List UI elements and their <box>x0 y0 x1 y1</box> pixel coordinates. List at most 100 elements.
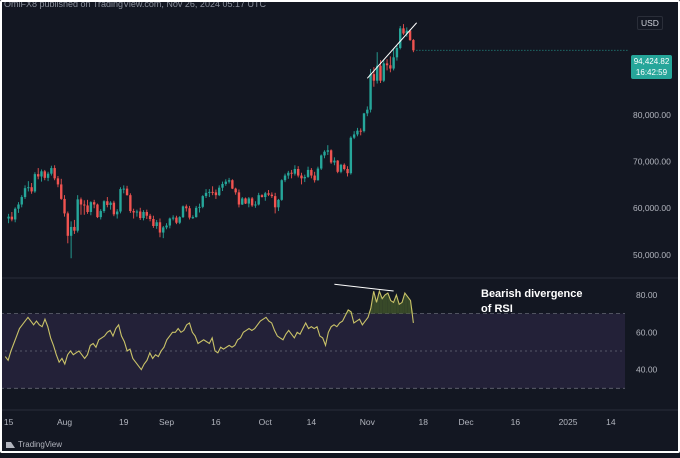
time-axis-tick-label: 19 <box>119 417 129 427</box>
candle-body <box>181 206 185 218</box>
candle-body <box>339 164 343 172</box>
candle-body <box>37 174 40 177</box>
candle-body <box>155 222 158 227</box>
time-axis-tick-label: 18 <box>419 417 429 427</box>
candle-body <box>356 130 359 135</box>
candle-body <box>99 211 102 218</box>
candle-body <box>260 195 264 198</box>
candle-body <box>326 150 330 152</box>
candle-body <box>395 47 399 58</box>
rsi-trendline <box>334 283 394 292</box>
price-axis-tick-label: 80,000.00 <box>633 110 671 120</box>
candle-body <box>122 188 125 190</box>
rsi-overbought-fill <box>373 291 377 314</box>
candle-body <box>46 173 50 178</box>
bar-countdown: 16:42:59 <box>635 68 668 77</box>
candle-body <box>379 65 382 81</box>
candle-body <box>293 168 297 174</box>
candle-body <box>343 164 346 169</box>
candle-body <box>139 211 142 219</box>
rsi-axis-tick-label: 80.00 <box>636 290 658 300</box>
candle-body <box>405 30 408 34</box>
candle-body <box>412 40 415 51</box>
candle-body <box>333 160 336 163</box>
price-trendline <box>366 22 418 79</box>
candle-body <box>112 202 116 215</box>
candle-body <box>178 217 181 223</box>
candle-body <box>188 208 191 218</box>
candle-body <box>20 197 23 205</box>
time-axis-tick-label: Aug <box>57 417 72 427</box>
candle-body <box>346 168 349 174</box>
candle-body <box>231 180 234 189</box>
rsi-overbought-fill <box>404 293 408 314</box>
candle-body <box>227 180 231 182</box>
rsi-overbought-fill <box>387 293 391 314</box>
candle-body <box>270 194 274 197</box>
candle-body <box>109 202 112 205</box>
candle-body <box>204 192 208 197</box>
candle-body <box>148 215 152 219</box>
candle-body <box>273 196 277 208</box>
time-axis-tick-label: Nov <box>360 417 376 427</box>
candle-body <box>175 217 178 223</box>
candle-body <box>320 155 323 169</box>
candle-body <box>352 134 356 138</box>
candle-body <box>359 130 362 132</box>
candle-body <box>119 189 122 212</box>
candle-body <box>408 30 412 41</box>
candle-body <box>329 150 333 163</box>
candle-body <box>375 65 379 81</box>
candle-body <box>132 211 135 213</box>
candle-body <box>191 217 195 219</box>
rsi-overbought-fill <box>399 302 403 314</box>
candle-body <box>165 225 168 228</box>
currency-selector[interactable]: USD <box>637 16 663 30</box>
candle-body <box>254 204 257 206</box>
rsi-axis-tick-label: 60.00 <box>636 327 658 337</box>
candle-body <box>63 198 66 214</box>
candle-body <box>158 222 162 233</box>
candle-body <box>40 171 43 177</box>
rsi-line <box>4 289 414 371</box>
candle-body <box>244 198 247 204</box>
candle-body <box>306 169 310 177</box>
candle-body <box>92 202 96 205</box>
candle-body <box>171 217 175 219</box>
candle-body <box>10 216 14 220</box>
annotation-line-1: Bearish divergence <box>481 288 583 300</box>
candle-body <box>310 169 313 176</box>
rsi-overbought-fill <box>402 293 405 314</box>
rsi-overbought-fill <box>382 294 386 314</box>
rsi-overbought-fill <box>407 296 411 314</box>
last-price-value: 94,424.82 <box>633 57 670 66</box>
candle-body <box>60 184 63 199</box>
candle-body <box>218 187 221 196</box>
tradingview-brand[interactable]: TradingView <box>6 440 62 449</box>
candle-body <box>264 193 267 198</box>
brand-label: TradingView <box>18 440 63 449</box>
time-axis-tick-label: Oct <box>259 417 273 427</box>
candle-body <box>43 171 46 178</box>
rsi-overbought-fill <box>396 294 400 314</box>
candle-body <box>389 65 392 69</box>
candle-body <box>336 160 339 172</box>
candle-body <box>382 63 385 81</box>
candle-body <box>96 204 99 218</box>
candle-body <box>221 183 224 188</box>
candle-body <box>86 205 89 212</box>
candle-body <box>66 213 70 236</box>
time-axis-tick-label: 15 <box>4 417 14 427</box>
candle-body <box>79 199 83 205</box>
candle-body <box>53 168 56 179</box>
candle-body <box>56 178 60 185</box>
rsi-overbought-fill <box>390 300 394 314</box>
candle-body <box>300 175 303 179</box>
candle-body <box>257 195 260 205</box>
candle-body <box>402 28 405 34</box>
time-axis-tick-label: 14 <box>307 417 317 427</box>
candle-body <box>30 187 33 192</box>
candle-body <box>76 199 79 231</box>
candle-body <box>366 109 369 114</box>
rsi-overbought-fill <box>393 294 397 314</box>
